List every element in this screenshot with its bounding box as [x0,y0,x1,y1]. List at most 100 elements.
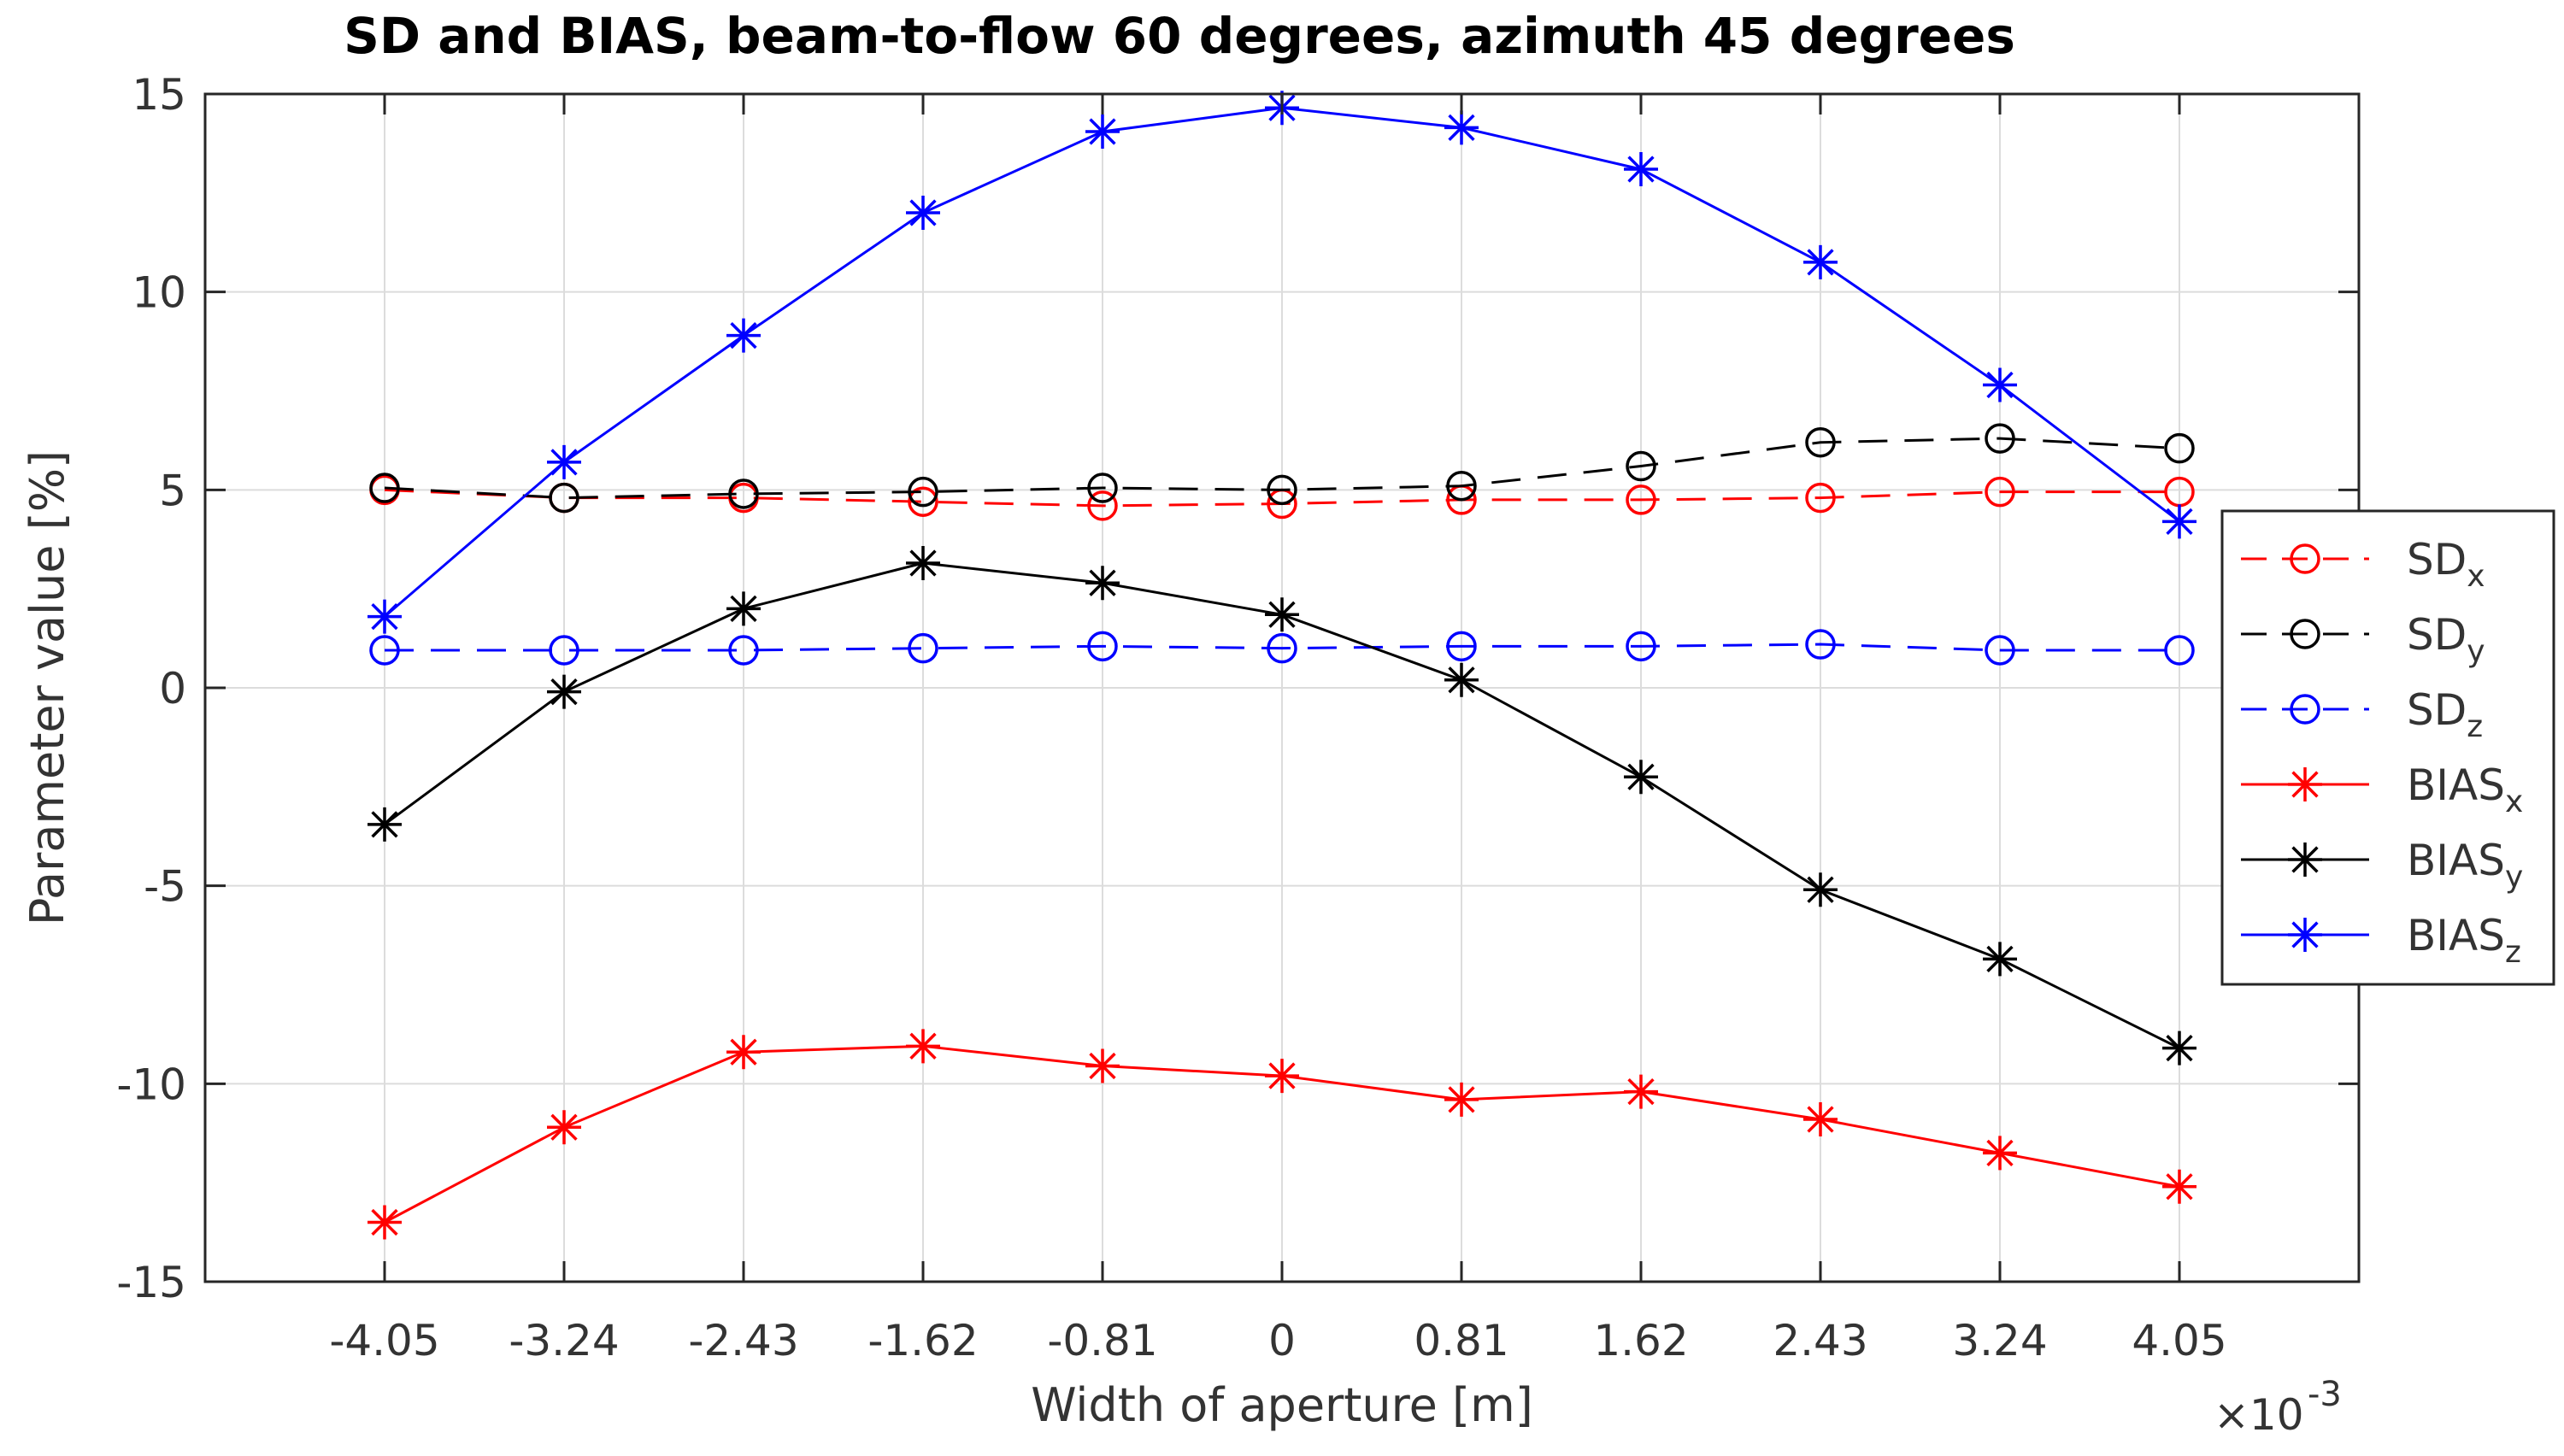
x-exponent-power: -3 [2308,1375,2342,1414]
y-axis-label: Parameter value [%] [21,450,74,925]
legend-marker [2288,918,2322,952]
x-tick-label: -4.05 [329,1316,439,1365]
x-tick-label: 0 [1268,1316,1296,1365]
data-point-bias-z [547,444,581,479]
legend-marker [2290,619,2320,649]
data-point-bias-z [2162,504,2196,539]
data-point-sd-z [1087,631,1118,662]
legend-box [2220,509,2555,986]
legend-label: BIASz [2407,911,2521,970]
data-point-sd-z [1985,635,2015,666]
legend-label: BIASx [2407,760,2523,819]
data-point-bias-x [547,1110,581,1145]
legend-entry-bias-y: BIASy [2241,836,2523,895]
data-point-bias-x [2162,1169,2196,1204]
y-tick-label: 0 [159,664,186,713]
legend-subscript: x [2505,784,2523,819]
x-tick-label: 0.81 [1414,1316,1508,1365]
legend-entry-bias-x: BIASx [2241,760,2523,819]
data-point-sd-x [908,486,938,517]
data-point-sd-y [908,476,938,508]
data-point-bias-y [1085,566,1120,601]
legend-entry-bias-z: BIASz [2241,911,2521,970]
y-tick-label: -5 [144,862,186,912]
data-point-bias-x [1624,1074,1658,1109]
data-point-bias-y [726,591,761,626]
x-exponent-base: ×10 [2214,1390,2304,1440]
legend-marker [2288,842,2322,877]
x-tick-label: 4.05 [2132,1316,2226,1365]
y-tick-label: 15 [132,70,186,120]
chart-title: SD and BIAS, beam-to-flow 60 degrees, az… [344,7,2015,65]
series-sd-y [369,423,2195,514]
legend-subscript: y [2467,634,2485,669]
x-axis-label: Width of aperture [m] [1031,1378,1533,1432]
x-tick-label: -3.24 [509,1316,619,1365]
y-tick-label: -10 [116,1060,186,1109]
y-tick-label: 10 [132,268,186,318]
x-tick-label: -0.81 [1047,1316,1157,1365]
data-point-bias-x [1444,1082,1479,1117]
series-line-sd-z [385,643,2179,652]
data-point-bias-z [1085,114,1120,150]
data-point-bias-y [1803,872,1838,907]
y-tick-label: -15 [116,1258,186,1307]
series-bias-x [368,1029,2196,1240]
data-point-sd-y [1805,426,1836,458]
legend-subscript: z [2505,935,2521,970]
data-point-sd-z [1805,629,1836,660]
data-point-sd-z [908,632,938,664]
data-point-bias-z [368,599,402,634]
legend-marker [2288,767,2322,801]
data-point-bias-y [2162,1030,2196,1066]
series-sd-z [369,629,2195,666]
data-point-sd-z [728,635,759,666]
data-point-bias-z [726,318,761,353]
legend-label: BIASy [2407,836,2523,895]
data-point-bias-z [1624,152,1658,187]
data-point-bias-y [906,546,940,581]
data-point-sd-y [1446,470,1477,502]
data-point-sd-x [1087,490,1118,521]
data-point-sd-z [369,635,400,666]
series-bias-y [368,546,2196,1066]
data-point-bias-x [1085,1048,1120,1083]
x-tick-label: -1.62 [867,1316,978,1365]
data-point-bias-z [1444,110,1479,145]
data-point-sd-y [1985,423,2015,454]
data-point-sd-y [1626,450,1656,482]
data-point-bias-z [1803,244,1838,279]
y-tick-label: 5 [159,466,186,515]
data-point-sd-y [1267,474,1297,506]
data-point-bias-y [1444,662,1479,697]
data-point-bias-x [368,1205,402,1240]
x-exponent: ×10 -3 [2214,1375,2342,1440]
data-point-sd-z [2164,635,2195,666]
data-point-bias-z [906,196,940,230]
data-point-bias-x [906,1029,940,1064]
data-point-bias-y [1265,597,1299,632]
legend-subscript: y [2505,860,2523,895]
x-tick-label: 3.24 [1952,1316,2047,1365]
x-tick-label: 1.62 [1593,1316,1688,1365]
data-point-sd-y [728,478,759,509]
data-point-bias-x [1803,1102,1838,1137]
series-line-sd-y [384,437,2180,500]
data-point-bias-x [1265,1059,1299,1094]
data-point-sd-z [1446,631,1477,662]
data-point-sd-z [1626,631,1656,662]
data-point-sd-x [1985,476,2015,508]
legend-marker [2290,543,2320,574]
x-axis: -4.05 -3.24 -2.43 -1.62 -0.81 0 0.81 1.62 2.43 3.… [329,94,2227,1365]
data-point-sd-y [1087,473,1118,503]
x-tick-label: -2.43 [688,1316,798,1365]
data-point-bias-y [1983,942,2017,977]
legend-subscript: z [2467,709,2483,744]
data-point-bias-z [1983,367,2017,402]
data-point-bias-y [547,674,581,709]
y-axis: -15 -10 -5 0 5 10 15 [116,70,2359,1307]
data-point-sd-y [549,482,579,514]
data-point-bias-x [1983,1136,2017,1171]
